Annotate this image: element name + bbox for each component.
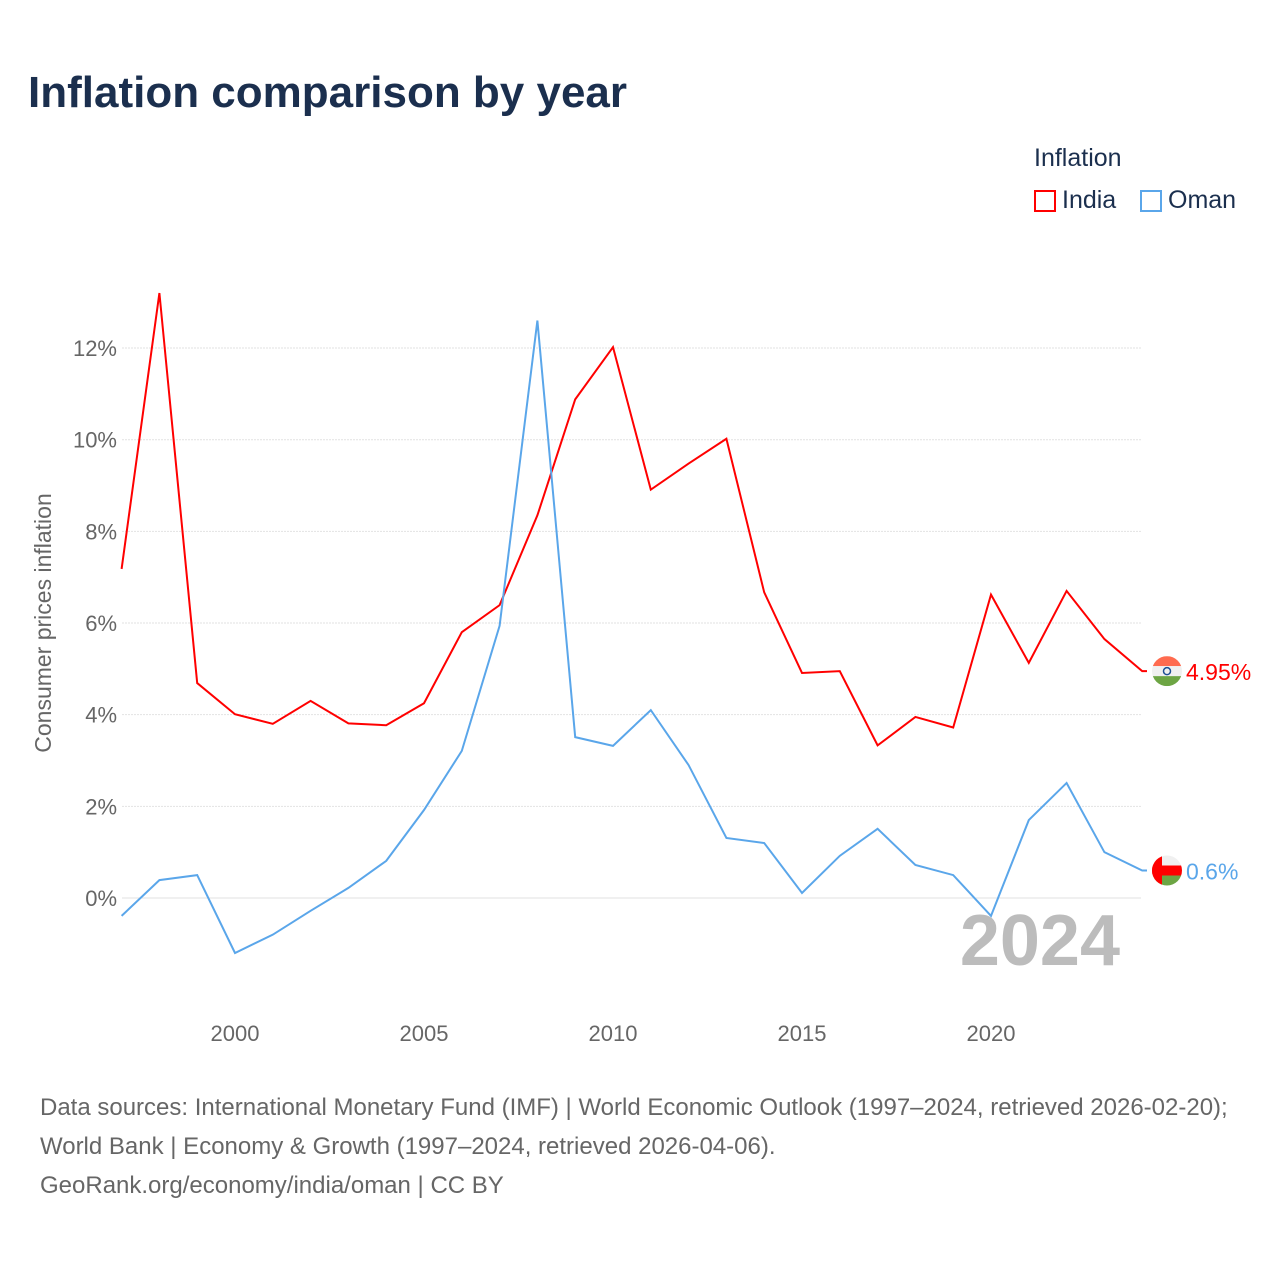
legend-swatch-india: [1034, 189, 1056, 212]
legend-item-india[interactable]: India: [1034, 186, 1116, 215]
chart-title: Inflation comparison by year: [28, 68, 628, 117]
y-tick-label: 6%: [85, 611, 117, 636]
flag-stripe: [1152, 855, 1162, 886]
x-tick-label: 2005: [400, 1021, 449, 1046]
y-axis-label: Consumer prices inflation: [30, 493, 56, 753]
source-link[interactable]: GeoRank.org/economy/india/oman | CC BY: [40, 1172, 504, 1199]
flag-stripe: [1152, 865, 1182, 876]
x-tick-label: 2015: [778, 1021, 827, 1046]
y-tick-label: 2%: [85, 794, 117, 819]
flag-stripe: [1152, 875, 1182, 886]
flag-stripe: [1152, 666, 1182, 677]
flag-stripe: [1152, 656, 1182, 667]
legend-label-oman: Oman: [1168, 186, 1237, 214]
series-line-oman: [120, 320, 1147, 955]
data-sources: Data sources: International Monetary Fun…: [40, 1094, 1228, 1160]
footer: Data sources: International Monetary Fun…: [40, 1088, 1250, 1205]
y-tick-label: 10%: [73, 428, 117, 453]
y-tick-label: 12%: [73, 336, 117, 361]
x-tick-label: 2010: [589, 1021, 638, 1046]
y-tick-label: 0%: [85, 886, 117, 911]
x-tick-label: 2000: [211, 1021, 260, 1046]
legend-item-oman[interactable]: Oman: [1140, 186, 1236, 215]
y-tick-label: 4%: [85, 703, 117, 728]
legend-title: Inflation: [1034, 144, 1122, 172]
flag-stripe: [1152, 855, 1182, 866]
flag-stripe: [1152, 676, 1182, 687]
end-label-india: 4.95%: [1186, 659, 1251, 685]
x-tick-label: 2020: [967, 1021, 1016, 1046]
year-watermark: 2024: [960, 901, 1120, 981]
end-label-oman: 0.6%: [1186, 859, 1238, 885]
y-tick-label: 8%: [85, 519, 117, 544]
legend-swatch-oman: [1140, 189, 1162, 212]
series-line-india: [120, 292, 1147, 747]
legend-label-india: India: [1062, 186, 1117, 214]
flag-chakra: [1162, 666, 1172, 676]
